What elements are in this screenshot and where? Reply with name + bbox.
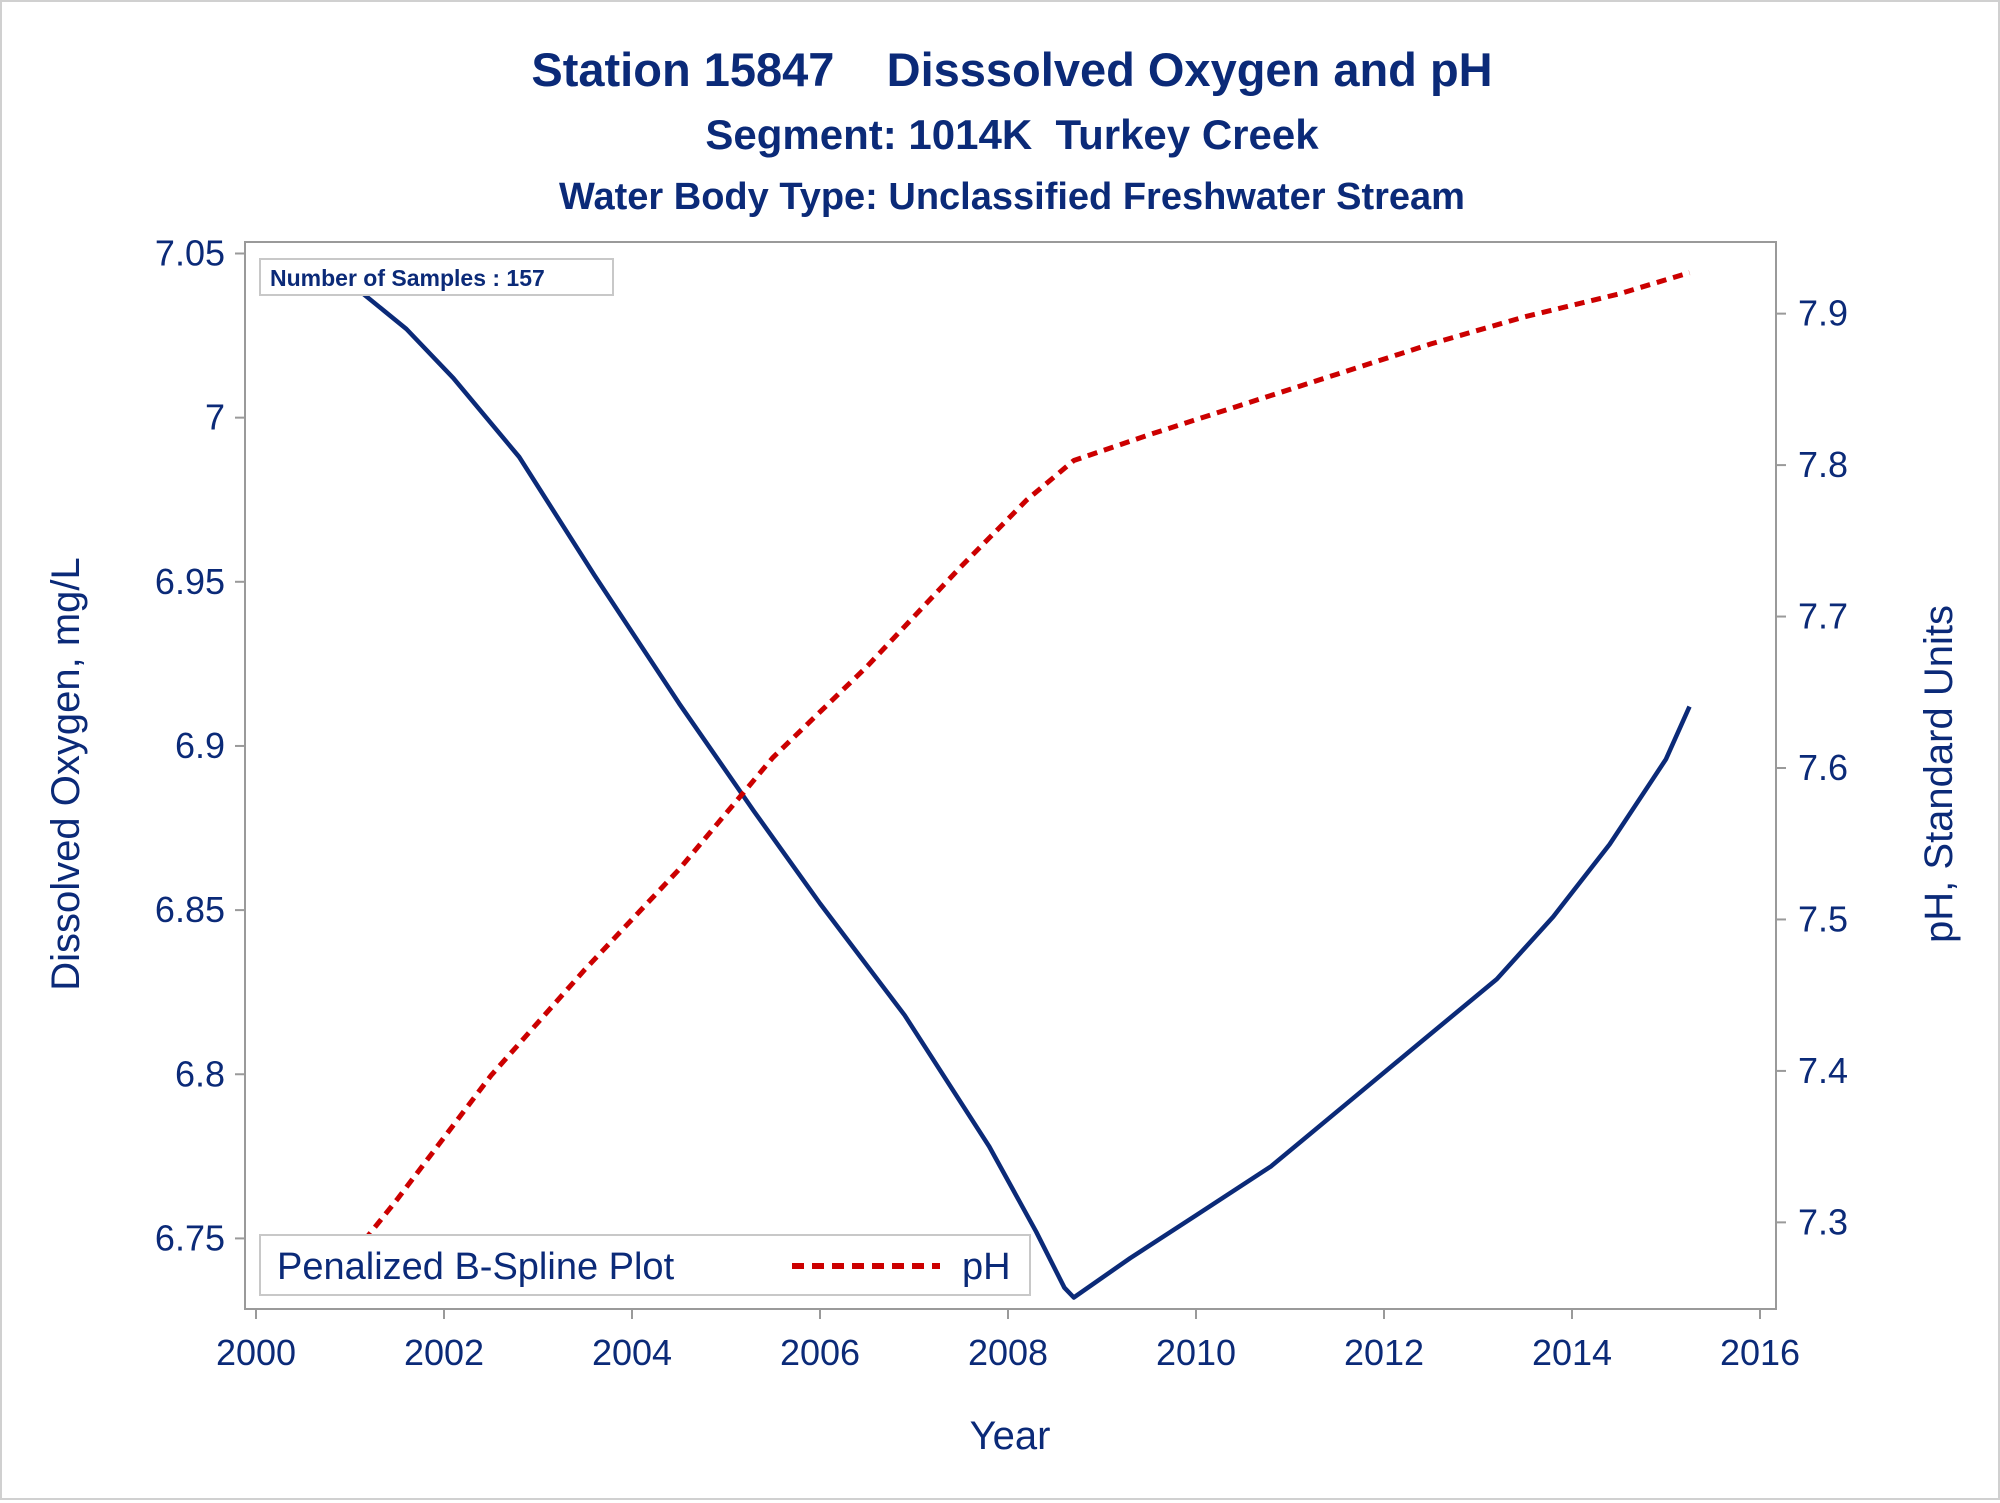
legend-title: Penalized B-Spline Plot [277, 1246, 675, 1288]
x-tick-label: 2002 [404, 1332, 484, 1373]
x-axis-label: Year [970, 1414, 1051, 1458]
ph-series-line [319, 270, 1691, 1296]
y2-tick-label: 7.5 [1798, 898, 1848, 939]
y-tick-label: 7.05 [155, 232, 225, 273]
y-tick-label: 6.9 [175, 725, 225, 766]
chart-title: Station 15847 Disssolved Oxygen and pH [531, 43, 1492, 96]
chart-subtitle-segment: Segment: 1014K Turkey Creek [705, 111, 1319, 158]
x-tick-label: 2012 [1344, 1332, 1424, 1373]
y2-tick-label: 7.9 [1798, 293, 1848, 334]
y-tick-label: 6.75 [155, 1217, 225, 1258]
x-tick-label: 2016 [1720, 1332, 1800, 1373]
chart-subtitle-waterbody: Water Body Type: Unclassified Freshwater… [559, 176, 1465, 218]
dissolved-oxygen-series-line [320, 258, 1692, 1300]
series-lines [319, 258, 1692, 1300]
x-tick-label: 2000 [216, 1332, 296, 1373]
y2-tick-label: 7.8 [1798, 444, 1848, 485]
y-tick-label: 6.8 [175, 1053, 225, 1094]
legend: Penalized B-Spline Plot pH [259, 1234, 1031, 1296]
x-tick-label: 2004 [592, 1332, 672, 1373]
x-tick-label: 2006 [780, 1332, 860, 1373]
x-tick-label: 2014 [1532, 1332, 1612, 1373]
y2-axis-label: pH, Standard Units [1917, 605, 1961, 943]
sample-count-box [259, 258, 614, 296]
y-tick-label: 6.95 [155, 561, 225, 602]
y-tick-label: 7 [205, 397, 225, 438]
sample-count-label: Number of Samples : 157 [270, 265, 545, 291]
y-axis-label: Dissolved Oxygen, mg/L [44, 557, 88, 991]
y-tick-label: 6.85 [155, 889, 225, 930]
x-tick-label: 2010 [1156, 1332, 1236, 1373]
axes: 2000 2002 2004 2006 2008 2010 2012 2014 2016 6.75… [155, 232, 1848, 1373]
y2-tick-label: 7.4 [1798, 1050, 1848, 1091]
x-tick-label: 2008 [968, 1332, 1048, 1373]
y2-tick-label: 7.7 [1798, 596, 1848, 637]
sample-count-inset: Number of Samples : 157 [259, 258, 614, 296]
legend-entry-ph: pH [962, 1246, 1011, 1288]
y2-tick-label: 7.3 [1798, 1201, 1848, 1242]
plot-area [244, 241, 1777, 1310]
y2-tick-label: 7.6 [1798, 747, 1848, 788]
